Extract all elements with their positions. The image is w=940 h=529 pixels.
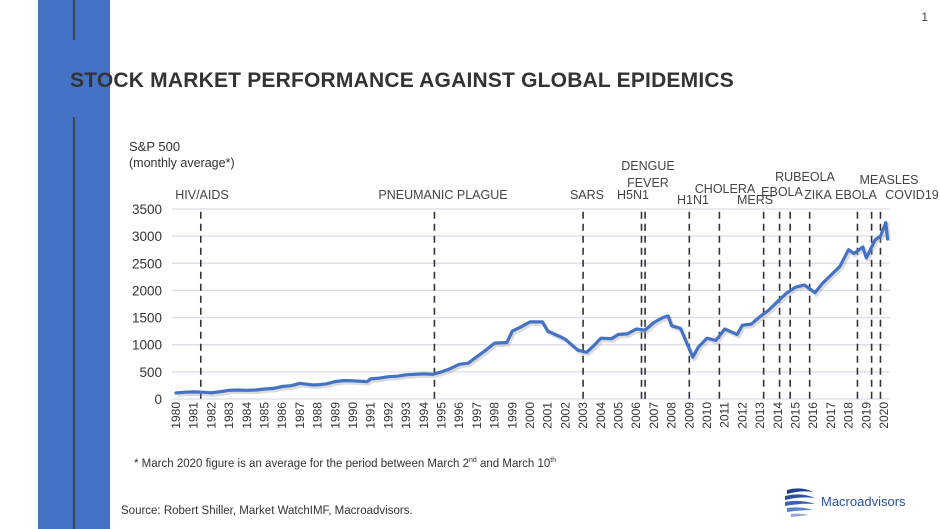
x-tick-label: 1986: [275, 402, 289, 429]
x-tick-label: 2013: [753, 402, 767, 429]
x-tick-label: 1990: [346, 402, 360, 429]
x-tick-label: 2004: [594, 402, 608, 429]
footnote-sup: th: [550, 457, 557, 464]
y-tick-label: 3000: [132, 229, 162, 244]
x-tick-label: 2018: [842, 402, 856, 429]
y-axis-subtitle: (monthly average*): [129, 156, 235, 170]
event-label: CHOLERA: [695, 182, 756, 196]
x-tick-label: 2007: [647, 402, 661, 429]
x-tick-label: 2003: [576, 402, 590, 429]
footnote-text: and March 10: [476, 457, 551, 470]
footnote: * March 2020 figure is an average for th…: [134, 457, 556, 470]
y-tick-label: 1500: [132, 311, 162, 326]
x-tick-label: 2015: [789, 402, 803, 429]
x-tick-label: 1996: [452, 402, 466, 429]
x-tick-label: 1984: [240, 402, 254, 429]
x-tick-label: 1987: [293, 402, 307, 429]
y-tick-label: 1000: [132, 338, 162, 353]
y-tick-label: 0: [154, 392, 162, 407]
x-tick-label: 2019: [859, 402, 873, 429]
event-label: SARS: [570, 188, 604, 202]
y-axis-title: S&P 500: [129, 139, 181, 154]
y-tick-label: 2500: [132, 256, 162, 271]
x-tick-label: 1991: [364, 402, 378, 429]
x-tick-label: 2012: [735, 402, 749, 429]
x-tick-label: 1982: [204, 402, 218, 429]
event-label: DENGUE FEVER: [621, 159, 674, 190]
event-label-line: FEVER: [627, 176, 669, 190]
x-tick-label: 2008: [665, 402, 679, 429]
logo-text: Macroadvisors: [821, 493, 906, 509]
x-tick-label: 2010: [700, 402, 714, 429]
footnote-sup: nd: [468, 457, 477, 464]
x-tick-label: 1995: [435, 402, 449, 429]
event-label: H5N1: [617, 188, 649, 202]
event-label: PNEUMANIC PLAGUE: [378, 188, 507, 202]
x-tick-label: 2017: [824, 402, 838, 429]
x-tick-label: 1999: [505, 402, 519, 429]
event-label-line: DENGUE: [621, 159, 674, 173]
event-label: EBOLA: [835, 188, 877, 202]
x-tick-label: 2016: [806, 402, 820, 429]
y-axis-label: S&P 500 (monthly average*): [129, 138, 235, 172]
x-tick-label: 2002: [558, 402, 572, 429]
event-label: MERS: [737, 193, 773, 207]
event-label: H1N1: [677, 193, 709, 207]
x-tick-label: 2000: [523, 402, 537, 429]
event-label: RUBEOLA: [775, 170, 835, 184]
decorative-line: [73, 117, 75, 529]
event-label: MEASLES: [859, 173, 918, 187]
x-tick-label: 1992: [381, 402, 395, 429]
event-label: EBOLA: [761, 185, 803, 199]
x-tick-label: 1997: [470, 402, 484, 429]
x-tick-label: 2011: [718, 402, 732, 428]
x-tick-label: 2006: [629, 402, 643, 429]
x-tick-label: 1994: [417, 402, 431, 429]
x-tick-label: 1983: [222, 402, 236, 429]
x-tick-label: 2009: [682, 402, 696, 429]
event-label: COVID19: [885, 188, 939, 202]
y-tick-label: 2000: [132, 283, 162, 298]
footnote-text: * March 2020 figure is an average for th…: [134, 457, 469, 470]
x-tick-label: 2001: [541, 402, 555, 429]
event-label: HIV/AIDS: [175, 188, 229, 202]
source-note: Source: Robert Shiller, Market WatchIMF,…: [121, 505, 413, 517]
x-tick-label: 1988: [311, 402, 325, 429]
decorative-line: [73, 0, 75, 40]
x-tick-label: 1998: [488, 402, 502, 429]
logo-icon: [785, 488, 815, 517]
logo: Macroadvisors: [783, 484, 906, 518]
y-tick-label: 500: [139, 365, 162, 380]
y-tick-label: 3500: [132, 202, 162, 217]
x-tick-label: 1980: [169, 402, 183, 429]
x-tick-label: 1993: [399, 402, 413, 429]
x-tick-label: 2014: [771, 402, 785, 429]
x-tick-label: 1981: [187, 402, 201, 429]
series-line-shadow: [177, 222, 891, 397]
x-tick-label: 2005: [612, 402, 626, 429]
event-label: ZIKA: [804, 188, 832, 202]
series-line: [174, 221, 890, 395]
slide-title: STOCK MARKET PERFORMANCE AGAINST GLOBAL …: [70, 69, 734, 92]
x-tick-label: 2020: [877, 402, 891, 429]
x-tick-label: 1989: [328, 402, 342, 429]
page-number: 1: [921, 10, 928, 24]
x-tick-label: 1985: [258, 402, 272, 429]
